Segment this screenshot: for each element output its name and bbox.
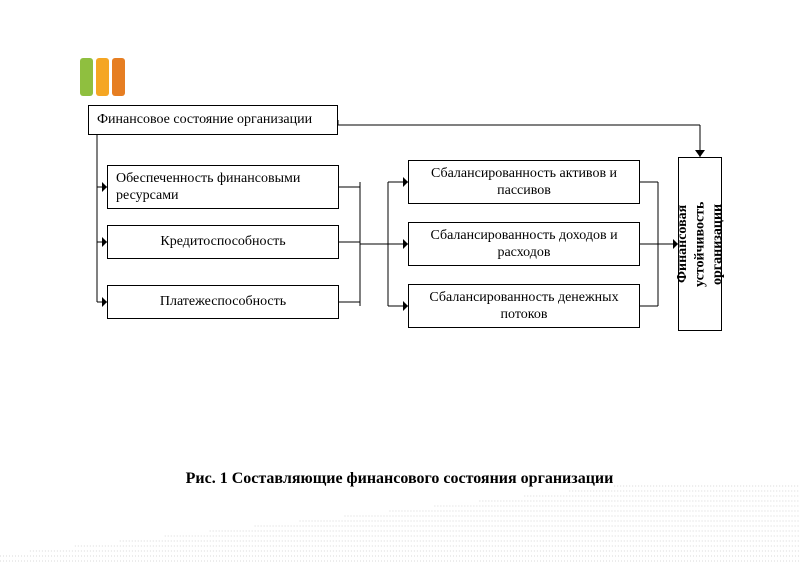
node-left2: Кредитоспособность bbox=[107, 225, 339, 259]
node-label: Кредитоспособность bbox=[160, 233, 285, 251]
logo-bar bbox=[80, 58, 93, 96]
node-root: Финансовое состояние организации bbox=[88, 105, 338, 135]
node-mid1: Сбалансированность активов и пассивов bbox=[408, 160, 640, 204]
node-label: Сбалансированность доходов и расходов bbox=[417, 227, 631, 262]
node-label: Платежеспособность bbox=[160, 293, 286, 311]
node-label: Финансовое состояние организации bbox=[97, 111, 312, 129]
node-mid2: Сбалансированность доходов и расходов bbox=[408, 222, 640, 266]
node-left1: Обеспеченность финансовыми ресурсами bbox=[107, 165, 339, 209]
node-label: Финансовая устойчивость организации bbox=[674, 162, 727, 326]
figure-caption: Рис. 1 Составляющие финансового состояни… bbox=[0, 470, 799, 488]
node-label: Сбалансированность активов и пассивов bbox=[417, 165, 631, 200]
node-label: Обеспеченность финансовыми ресурсами bbox=[116, 170, 330, 205]
slide-logo bbox=[80, 58, 125, 96]
caption-text: Рис. 1 Составляющие финансового состояни… bbox=[186, 470, 614, 487]
logo-bar bbox=[96, 58, 109, 96]
footer-decoration bbox=[0, 445, 799, 565]
logo-bar bbox=[112, 58, 125, 96]
node-left3: Платежеспособность bbox=[107, 285, 339, 319]
node-mid3: Сбалансированность денежных потоков bbox=[408, 284, 640, 328]
node-label: Сбалансированность денежных потоков bbox=[417, 289, 631, 324]
node-right: Финансовая устойчивость организации bbox=[678, 157, 722, 331]
